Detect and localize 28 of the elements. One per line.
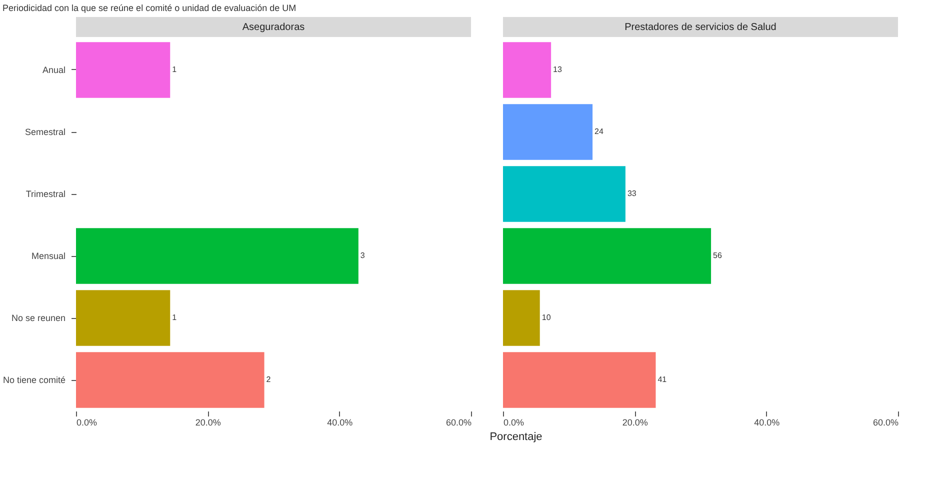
x-tick-label: 0.0% <box>76 418 98 428</box>
annotation: 2 <box>266 375 272 384</box>
annotation: 24 <box>594 127 604 136</box>
x-tick-label: 20.0% <box>622 418 648 428</box>
annotation: 41 <box>658 375 668 384</box>
x-tick-label: 20.0% <box>195 418 221 428</box>
annotation: 3 <box>360 251 366 260</box>
x-tick-label: 40.0% <box>327 418 353 428</box>
chart-subtitle: Prestadores de servicios de Salud <box>624 22 776 33</box>
annotation: 56 <box>713 251 722 260</box>
y-tick-label: Trimestral <box>26 189 66 199</box>
y-tick-label: Semestral <box>24 127 66 137</box>
chart-subtitle: Aseguradoras <box>242 22 305 33</box>
y-tick-label: No se reunen <box>11 313 66 323</box>
y-tick-label: Anual <box>42 65 66 75</box>
x-tick-label: 60.0% <box>872 418 898 428</box>
x-axis-title: Porcentaje <box>490 431 542 443</box>
chart-title: Periodicidad con la que se reúne el comité o unidad de evaluación de UM <box>2 3 296 13</box>
annotation: 33 <box>627 189 637 198</box>
annotation: 1 <box>172 65 178 74</box>
annotation: 13 <box>553 65 563 74</box>
y-tick-label: No tiene comité <box>2 375 66 385</box>
annotation: 10 <box>542 313 552 322</box>
annotation: 1 <box>172 313 178 322</box>
x-tick-label: 40.0% <box>754 418 780 428</box>
x-tick-label: 60.0% <box>446 418 472 428</box>
y-tick-label: Mensual <box>31 251 66 261</box>
x-tick-label: 0.0% <box>504 418 524 428</box>
